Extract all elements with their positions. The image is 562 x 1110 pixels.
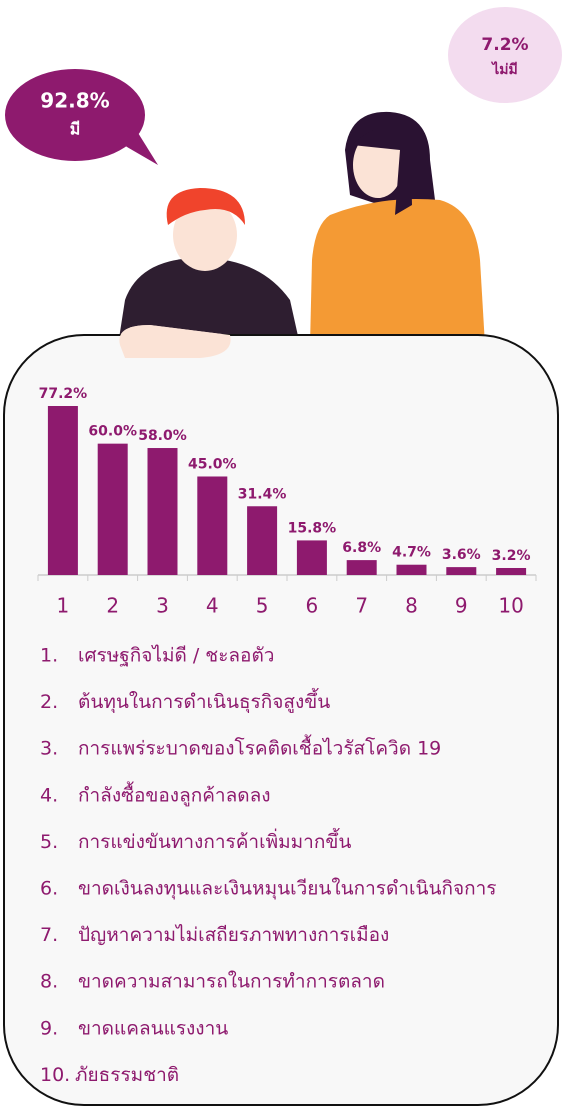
bar xyxy=(247,506,277,575)
reason-text: ต้นทุนในการดำเนินธุรกิจสูงขึ้น xyxy=(78,688,330,714)
value-label: 3.6% xyxy=(442,547,481,563)
reason-number: 9. xyxy=(40,1017,58,1039)
reason-text: ภัยธรรมชาติ xyxy=(75,1064,179,1086)
reason-number: 4. xyxy=(40,784,58,806)
x-tick-label: 7 xyxy=(355,594,368,618)
x-tick-label: 8 xyxy=(405,594,418,618)
x-tick-label: 3 xyxy=(156,594,169,618)
bar xyxy=(98,444,128,575)
bubble-value: 92.8% xyxy=(40,89,109,113)
bubble-value: 7.2% xyxy=(481,35,528,55)
reason-number: 3. xyxy=(40,738,58,760)
x-tick-label: 1 xyxy=(57,594,70,618)
bar xyxy=(446,567,476,575)
reason-number: 6. xyxy=(40,878,58,900)
bar xyxy=(297,540,327,575)
reason-number: 2. xyxy=(40,691,58,713)
bubble-label: ไม่มี xyxy=(490,60,518,78)
bubble-yes xyxy=(5,69,145,161)
reason-text: เศรษฐกิจไม่ดี / ชะลอตัว xyxy=(78,645,274,667)
reason-text: กำลังซื้อของลูกค้าลดลง xyxy=(78,781,271,806)
reason-number: 5. xyxy=(40,831,58,853)
value-label: 77.2% xyxy=(39,386,88,402)
reason-text: ขาดเงินลงทุนและเงินหมุนเวียนในการดำเนินก… xyxy=(78,878,497,901)
reason-number: 1. xyxy=(40,645,58,667)
value-label: 45.0% xyxy=(188,456,237,472)
value-label: 15.8% xyxy=(288,520,337,536)
x-tick-label: 2 xyxy=(106,594,119,618)
value-label: 31.4% xyxy=(238,486,287,502)
bubble-no xyxy=(448,7,562,103)
bar xyxy=(397,565,427,575)
bar xyxy=(197,476,227,575)
bar xyxy=(347,560,377,575)
x-tick-label: 6 xyxy=(306,594,319,618)
reason-number: 10. xyxy=(40,1064,70,1086)
reason-text: ปัญหาความไม่เสถียรภาพทางการเมือง xyxy=(78,924,389,946)
bubble-label: มี xyxy=(70,120,81,139)
x-tick-label: 10 xyxy=(498,594,523,618)
x-tick-label: 9 xyxy=(455,594,468,618)
x-tick-label: 5 xyxy=(256,594,269,618)
reason-number: 7. xyxy=(40,924,58,946)
value-label: 6.8% xyxy=(342,540,381,556)
reason-number: 8. xyxy=(40,971,58,993)
value-label: 58.0% xyxy=(138,428,187,444)
value-label: 60.0% xyxy=(88,424,137,440)
bar xyxy=(148,448,178,575)
reason-text: ขาดความสามารถในการทำการตลาด xyxy=(78,971,385,993)
infographic: 92.8% มี 7.2% ไม่มี 77.2%160.0%258.0%345… xyxy=(0,0,562,1110)
bar xyxy=(48,406,78,575)
value-label: 3.2% xyxy=(492,548,531,564)
x-tick-label: 4 xyxy=(206,594,219,618)
woman-illustration xyxy=(310,112,485,345)
bar xyxy=(496,568,526,575)
reason-text: การแพร่ระบาดของโรคติดเชื้อไวรัสโควิด 19 xyxy=(78,735,441,760)
value-label: 4.7% xyxy=(392,545,431,561)
reason-text: การแข่งขันทางการค้าเพิ่มมากขึ้น xyxy=(78,828,351,853)
reason-text: ขาดแคลนแรงงาน xyxy=(78,1017,228,1039)
